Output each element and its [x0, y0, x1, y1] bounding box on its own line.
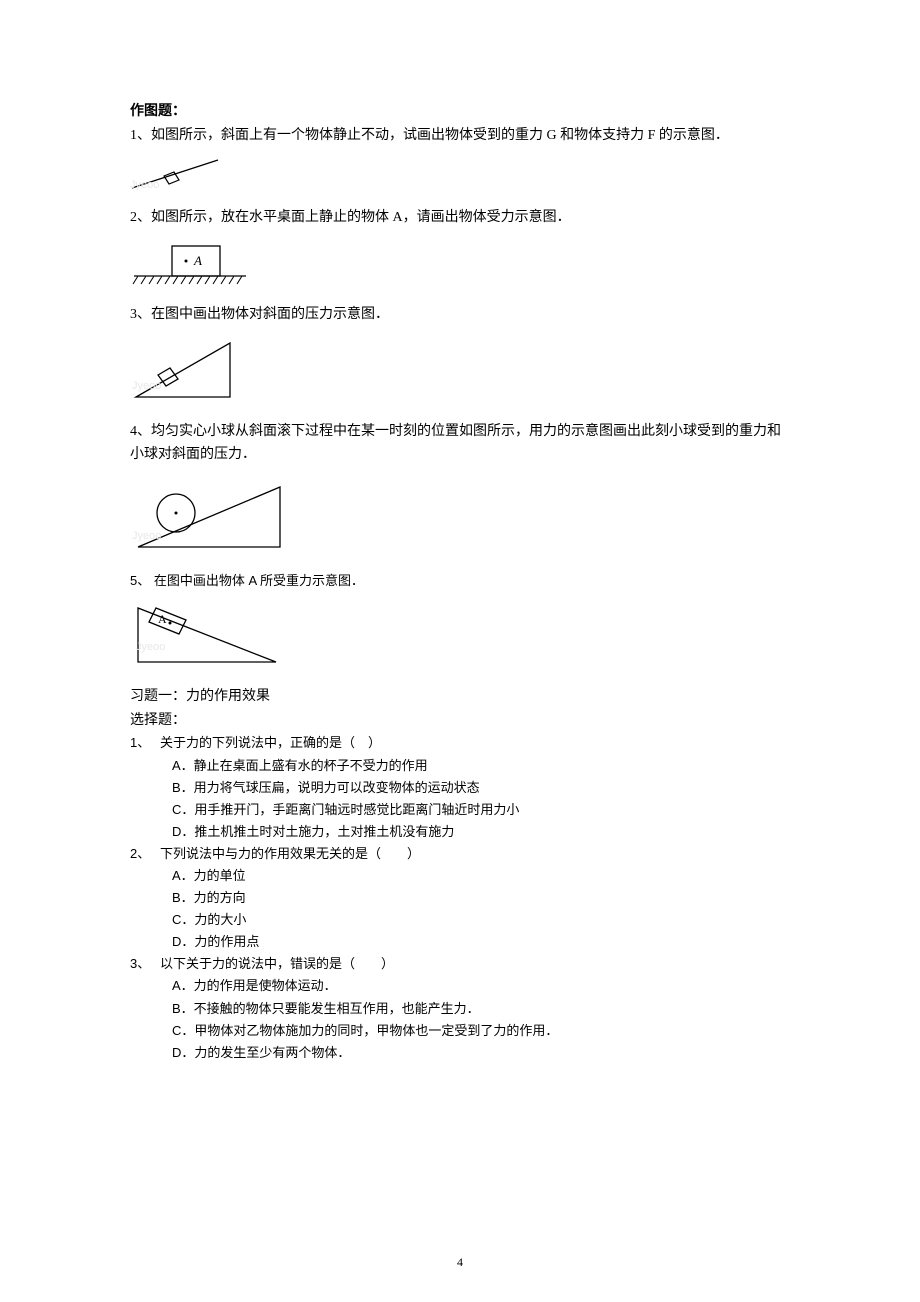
problem-number: 1、: [130, 128, 151, 143]
choice-c: C．用手推开门，手距离门轴远时感觉比距离门轴近时用力小: [172, 799, 790, 821]
problem-text: 如图所示，放在水平桌面上静止的物体 A，请画出物体受力示意图．: [151, 210, 571, 225]
problem-text: 在图中画出物体 A 所受重力示意图．: [150, 573, 364, 588]
choice-c: C．甲物体对乙物体施加力的同时，甲物体也一定受到了力的作用．: [172, 1020, 790, 1042]
figure-4: Jyeoo: [130, 473, 790, 562]
problem-number: 1、: [130, 732, 160, 754]
problem-text: 在图中画出物体对斜面的压力示意图．: [151, 307, 389, 322]
page-number: 4: [0, 1252, 920, 1272]
drawing-problem-3: 3、在图中画出物体对斜面的压力示意图．: [130, 303, 790, 327]
mc-problem-3: 3、 以下关于力的说法中，错误的是（ ）: [130, 953, 790, 975]
problem-stem: 下列说法中与力的作用效果无关的是（ ）: [160, 843, 420, 865]
problem-text: 如图所示，斜面上有一个物体静止不动，试画出物体受到的重力 G 和物体支持力 F …: [151, 128, 729, 143]
problem-stem: 以下关于力的说法中，错误的是（ ）: [160, 953, 394, 975]
problem-number: 3、: [130, 953, 160, 975]
problem-stem: 关于力的下列说法中，正确的是（ ）: [160, 732, 381, 754]
problem-number: 5、: [130, 573, 150, 588]
problem-number: 2、: [130, 843, 160, 865]
choice-b: B．不接触的物体只要能发生相互作用，也能产生力．: [172, 998, 790, 1020]
figure-3: Jyeoo: [130, 333, 790, 412]
problem-number: 2、: [130, 210, 151, 225]
drawing-problem-2: 2、如图所示，放在水平桌面上静止的物体 A，请画出物体受力示意图．: [130, 206, 790, 230]
drawing-problem-1: 1、如图所示，斜面上有一个物体静止不动，试画出物体受到的重力 G 和物体支持力 …: [130, 124, 790, 148]
problem-number: 4、: [130, 424, 151, 439]
drawing-problem-4: 4、均匀实心小球从斜面滚下过程中在某一时刻的位置如图所示，用力的示意图画出此刻小…: [130, 420, 790, 468]
page: 作图题： 1、如图所示，斜面上有一个物体静止不动，试画出物体受到的重力 G 和物…: [0, 0, 920, 1302]
drawing-problem-5: 5、 在图中画出物体 A 所受重力示意图．: [130, 570, 790, 592]
figure-2: A: [130, 236, 790, 295]
choice-d: D．推土机推土时对土施力，土对推土机没有施力: [172, 821, 790, 843]
section-title-drawing: 作图题：: [130, 100, 790, 124]
choice-c: C．力的大小: [172, 909, 790, 931]
problem-number: 3、: [130, 307, 151, 322]
choice-b: B．力的方向: [172, 887, 790, 909]
choice-a: A．力的单位: [172, 865, 790, 887]
label-a: A: [158, 612, 167, 626]
figure-1: Jyeoo: [130, 154, 790, 199]
subsection-label: 选择题：: [130, 709, 790, 733]
mc-problem-2: 2、 下列说法中与力的作用效果无关的是（ ）: [130, 843, 790, 865]
subsection-title: 习题一：力的作用效果: [130, 685, 790, 709]
figure-5: Jyeoo A: [130, 598, 790, 677]
problem-text: 均匀实心小球从斜面滚下过程中在某一时刻的位置如图所示，用力的示意图画出此刻小球受…: [130, 424, 781, 463]
choice-d: D．力的发生至少有两个物体．: [172, 1042, 790, 1064]
label-a: A: [193, 253, 202, 268]
choice-b: B．用力将气球压扁，说明力可以改变物体的运动状态: [172, 777, 790, 799]
choice-a: A．力的作用是使物体运动．: [172, 975, 790, 997]
choice-d: D．力的作用点: [172, 931, 790, 953]
choice-a: A．静止在桌面上盛有水的杯子不受力的作用: [172, 755, 790, 777]
mc-problem-1: 1、 关于力的下列说法中，正确的是（ ）: [130, 732, 790, 754]
